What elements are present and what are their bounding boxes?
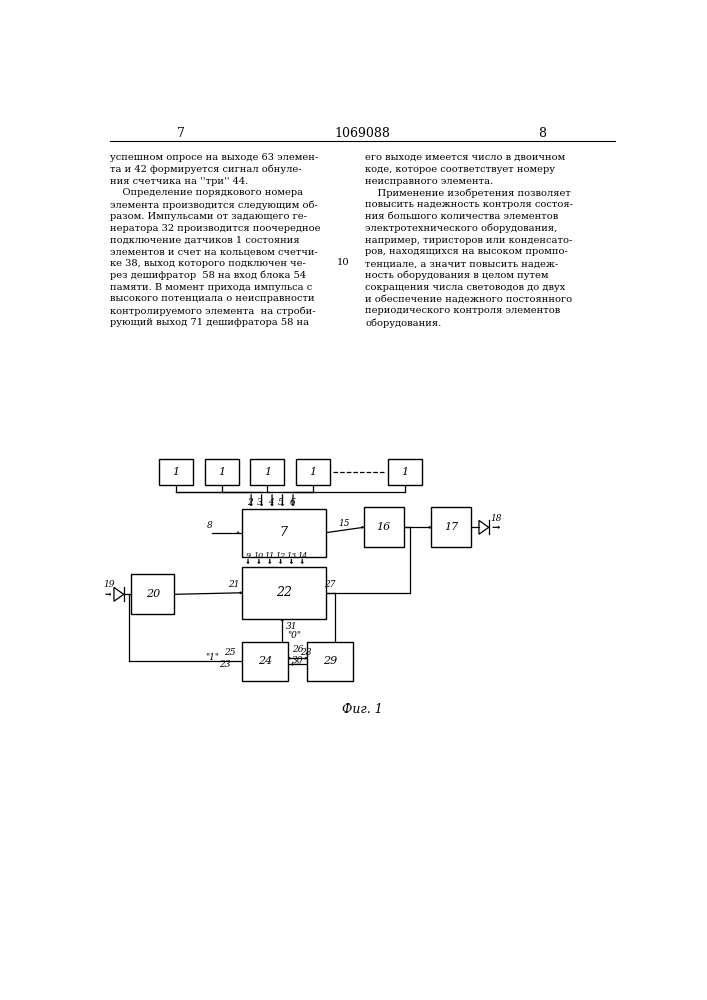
- Bar: [307, 642, 354, 681]
- Bar: [242, 567, 325, 619]
- Bar: [242, 642, 288, 681]
- Text: 8: 8: [206, 521, 212, 530]
- Text: элементов и счет на кольцевом счетчи-: элементов и счет на кольцевом счетчи-: [110, 247, 318, 256]
- Text: сокращения числа световодов до двух: сокращения числа световодов до двух: [365, 283, 566, 292]
- Text: "0": "0": [287, 631, 300, 640]
- Text: 12: 12: [276, 552, 286, 560]
- Text: 10: 10: [337, 258, 349, 267]
- Text: 9: 9: [245, 552, 250, 560]
- Text: 4: 4: [268, 498, 274, 507]
- Text: 5: 5: [278, 498, 284, 507]
- Bar: [296, 459, 330, 485]
- Text: памяти. В момент прихода импульса с: памяти. В момент прихода импульса с: [110, 283, 312, 292]
- Text: 31: 31: [286, 622, 298, 631]
- Text: 1: 1: [264, 467, 271, 477]
- Text: 1069088: 1069088: [334, 127, 390, 140]
- Text: 24: 24: [258, 656, 272, 666]
- Text: ность оборудования в целом путем: ность оборудования в целом путем: [365, 271, 549, 280]
- Text: 17: 17: [444, 522, 458, 532]
- Text: 1: 1: [173, 467, 180, 477]
- Text: неисправного элемента.: неисправного элемента.: [365, 177, 493, 186]
- Text: 29: 29: [323, 656, 337, 666]
- Text: 16: 16: [377, 522, 391, 532]
- Text: 15: 15: [339, 519, 350, 528]
- Text: 25: 25: [224, 648, 236, 657]
- Text: Определение порядкового номера: Определение порядкового номера: [110, 188, 303, 197]
- Text: 19: 19: [103, 580, 115, 589]
- Text: 14: 14: [297, 552, 308, 560]
- Text: 23: 23: [219, 660, 230, 669]
- Bar: [250, 459, 284, 485]
- Bar: [387, 459, 421, 485]
- Text: 7: 7: [280, 526, 288, 539]
- Text: и обеспечение надежного постоянного: и обеспечение надежного постоянного: [365, 294, 572, 303]
- Text: 21: 21: [228, 580, 240, 589]
- Text: 6: 6: [289, 498, 295, 507]
- Text: контролируемого элемента  на строби-: контролируемого элемента на строби-: [110, 306, 316, 316]
- Text: 10: 10: [254, 552, 264, 560]
- Text: Применение изобретения позволяет: Применение изобретения позволяет: [365, 188, 571, 198]
- Text: 2: 2: [247, 498, 252, 507]
- Text: 27: 27: [324, 580, 335, 589]
- Text: 1: 1: [218, 467, 226, 477]
- Text: 30: 30: [292, 656, 303, 665]
- Text: Фиг. 1: Фиг. 1: [342, 703, 382, 716]
- Text: нератора 32 производится поочередное: нератора 32 производится поочередное: [110, 224, 320, 233]
- Text: 22: 22: [276, 586, 292, 599]
- Text: та и 42 формируется сигнал обнуле-: та и 42 формируется сигнал обнуле-: [110, 165, 302, 174]
- Bar: [242, 509, 325, 557]
- Text: ния счетчика на ''три'' 44.: ния счетчика на ''три'' 44.: [110, 177, 248, 186]
- Text: коде, которое соответствует номеру: коде, которое соответствует номеру: [365, 165, 555, 174]
- Text: "1": "1": [205, 653, 219, 662]
- Text: рующий выход 71 дешифратора 58 на: рующий выход 71 дешифратора 58 на: [110, 318, 309, 327]
- Text: 1: 1: [401, 467, 408, 477]
- Text: рез дешифратор  58 на вход блока 54: рез дешифратор 58 на вход блока 54: [110, 271, 306, 280]
- Text: ния большого количества элементов: ния большого количества элементов: [365, 212, 559, 221]
- Text: элемента производится следующим об-: элемента производится следующим об-: [110, 200, 318, 210]
- Bar: [131, 574, 175, 614]
- Bar: [363, 507, 404, 547]
- Text: ров, находящихся на высоком промпо-: ров, находящихся на высоком промпо-: [365, 247, 568, 256]
- Text: подключение датчиков 1 состояния: подключение датчиков 1 состояния: [110, 236, 300, 245]
- Text: ке 38, выход которого подключен че-: ке 38, выход которого подключен че-: [110, 259, 306, 268]
- Text: успешном опросе на выходе 63 элемен-: успешном опросе на выходе 63 элемен-: [110, 153, 318, 162]
- Text: 13: 13: [286, 552, 296, 560]
- Text: 7: 7: [177, 127, 185, 140]
- Text: высокого потенциала о неисправности: высокого потенциала о неисправности: [110, 294, 315, 303]
- Bar: [431, 507, 472, 547]
- Text: тенциале, а значит повысить надеж-: тенциале, а значит повысить надеж-: [365, 259, 559, 268]
- Text: 20: 20: [146, 589, 160, 599]
- Text: 18: 18: [490, 514, 501, 523]
- Bar: [204, 459, 239, 485]
- Text: периодического контроля элементов: периодического контроля элементов: [365, 306, 561, 315]
- Text: например, тиристоров или конденсато-: например, тиристоров или конденсато-: [365, 236, 573, 245]
- Text: 8: 8: [538, 127, 546, 140]
- Text: разом. Импульсами от задающего ге-: разом. Импульсами от задающего ге-: [110, 212, 307, 221]
- Text: 1: 1: [310, 467, 317, 477]
- Text: 26: 26: [292, 645, 303, 654]
- Text: электротехнического оборудования,: электротехнического оборудования,: [365, 224, 557, 233]
- Bar: [159, 459, 193, 485]
- Text: 11: 11: [264, 552, 275, 560]
- Text: его выходе имеется число в двоичном: его выходе имеется число в двоичном: [365, 153, 566, 162]
- Text: повысить надежность контроля состоя-: повысить надежность контроля состоя-: [365, 200, 573, 209]
- Text: 28: 28: [300, 648, 311, 657]
- Text: оборудования.: оборудования.: [365, 318, 441, 328]
- Text: 3: 3: [257, 498, 263, 507]
